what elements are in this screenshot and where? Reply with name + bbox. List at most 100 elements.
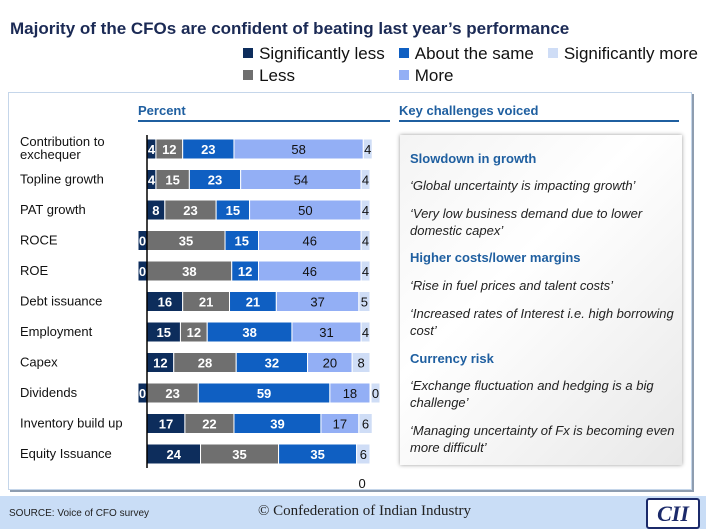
chart-legend: Significantly less About the same Signif… — [243, 44, 698, 86]
legend-swatch — [243, 48, 254, 58]
bar-segment — [362, 138, 373, 160]
data-label: 35 — [179, 234, 193, 249]
data-label: 35 — [232, 447, 246, 462]
page-title: Majority of the CFOs are confident of be… — [10, 19, 570, 38]
category-label: ROCE — [20, 233, 58, 248]
data-label: 0 — [372, 386, 379, 401]
data-label: 59 — [257, 386, 271, 401]
legend-label: Significantly more — [563, 44, 698, 63]
bar-segment — [370, 382, 381, 404]
data-label: 21 — [246, 295, 260, 310]
bar-segment — [360, 321, 371, 343]
data-label: 12 — [162, 142, 176, 157]
category-label: Topline growth — [20, 172, 104, 187]
legend-label: More — [414, 66, 454, 85]
challenge-quote: ‘Global uncertainty is impacting growth’ — [410, 178, 636, 193]
data-label: 32 — [265, 356, 279, 371]
data-label: 23 — [165, 386, 179, 401]
legend-item: Less — [243, 66, 385, 86]
data-label: 4 — [362, 173, 369, 188]
legend-label: Significantly less — [259, 44, 385, 63]
bar-segment — [351, 352, 371, 373]
data-label: 28 — [198, 356, 212, 371]
challenge-heading: Currency risk — [410, 351, 494, 366]
bar-segment — [360, 169, 371, 190]
data-label: 22 — [202, 417, 216, 432]
data-label: 8 — [152, 203, 159, 218]
category-label: Contribution to exchequer — [20, 134, 105, 162]
data-label: 0 — [359, 476, 366, 491]
data-label: 20 — [323, 356, 337, 371]
legend-swatch — [398, 48, 409, 58]
data-label: 35 — [310, 447, 324, 462]
data-label: 46 — [303, 234, 317, 249]
data-label: 12 — [238, 264, 252, 279]
data-label: 37 — [310, 295, 324, 310]
data-label: 39 — [270, 417, 284, 432]
data-label: 17 — [159, 417, 173, 432]
legend-label: About the same — [414, 44, 534, 63]
legend-swatch — [398, 70, 409, 80]
category-label: ROE — [20, 263, 49, 278]
footer: SOURCE: Voice of CFO survey © Confederat… — [0, 496, 706, 529]
bar-segment — [358, 291, 371, 312]
data-label: 4 — [362, 325, 369, 340]
data-label: 0 — [139, 264, 146, 279]
data-label: 4 — [362, 264, 369, 279]
category-label: Inventory build up — [20, 416, 123, 431]
data-label: 58 — [291, 142, 305, 157]
data-label: 15 — [226, 203, 240, 218]
category-label: Employment — [20, 324, 93, 339]
data-label: 15 — [235, 234, 249, 249]
legend-item: About the same — [398, 44, 534, 64]
legend-item: More — [398, 66, 534, 86]
category-label: Equity Issuance — [20, 446, 112, 461]
data-label: 31 — [319, 325, 333, 340]
data-label: 4 — [362, 234, 369, 249]
cii-logo: CII — [646, 498, 700, 529]
data-label: 23 — [208, 173, 222, 188]
data-label: 18 — [343, 386, 357, 401]
data-label: 23 — [201, 142, 215, 157]
data-label: 12 — [187, 325, 201, 340]
data-label: 24 — [167, 447, 182, 462]
data-label: 4 — [362, 203, 369, 218]
legend-swatch — [243, 70, 254, 80]
data-label: 16 — [158, 295, 172, 310]
category-label: PAT growth — [20, 202, 86, 217]
data-label: 0 — [139, 234, 146, 249]
bar-segment — [356, 443, 371, 465]
legend-item: Significantly more — [547, 44, 698, 64]
data-label: 5 — [361, 295, 368, 310]
data-label: 50 — [298, 203, 312, 218]
challenge-heading: Slowdown in growth — [410, 151, 537, 166]
copyright: © Confederation of Indian Industry — [258, 503, 472, 519]
data-label: 4 — [148, 142, 156, 157]
data-label: 15 — [165, 173, 179, 188]
data-label: 38 — [242, 325, 256, 340]
challenge-quote: ‘Very low business demand due to lower d… — [410, 206, 643, 238]
bar-segment — [360, 230, 371, 251]
challenge-quote: ‘Managing uncertainty of Fx is becoming … — [410, 423, 675, 455]
legend-swatch — [547, 48, 558, 58]
category-label: Capex — [20, 355, 58, 370]
data-label: 38 — [182, 264, 196, 279]
data-label: 0 — [139, 386, 146, 401]
challenges-header: Key challenges voiced — [399, 103, 679, 122]
source-note: SOURCE: Voice of CFO survey — [9, 508, 150, 519]
percent-header: Percent — [138, 103, 390, 122]
bar-segment — [358, 413, 373, 434]
legend-label: Less — [259, 66, 295, 85]
data-label: 8 — [357, 356, 364, 371]
category-label: Debt issuance — [20, 294, 102, 309]
category-label: Dividends — [20, 385, 78, 400]
bar-segment — [329, 382, 371, 404]
data-label: 17 — [333, 417, 347, 432]
challenge-heading: Higher costs/lower margins — [410, 250, 581, 265]
challenge-quote: ‘Rise in fuel prices and talent costs’ — [410, 278, 614, 293]
legend-item: Significantly less — [243, 44, 385, 64]
data-label: 46 — [303, 264, 317, 279]
data-label: 6 — [362, 417, 369, 432]
challenge-quote: ‘Increased rates of Interest i.e. high b… — [410, 306, 674, 338]
